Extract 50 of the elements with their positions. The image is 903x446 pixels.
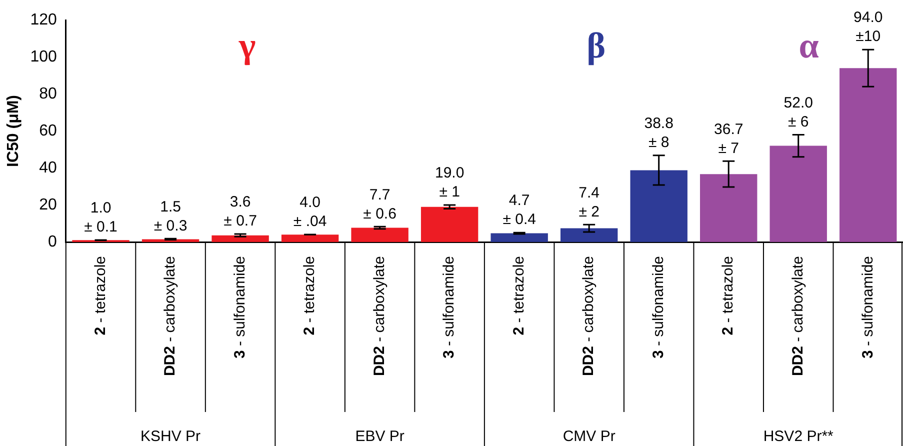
- bar: [212, 235, 269, 242]
- bar: [420, 206, 478, 242]
- text: HSV2 Pr**: [763, 428, 834, 446]
- text: KSHV Pr: [140, 428, 201, 446]
- bar: [770, 146, 827, 242]
- y-axis-title: IC50 (μM): [5, 94, 22, 168]
- data-label: 4.7 ± 0.4: [502, 192, 536, 228]
- y-tick-label: 100: [30, 48, 57, 66]
- bar: [840, 68, 897, 242]
- x-tick-label: 3 - sulfonamide: [231, 256, 248, 359]
- annotation: β: [586, 25, 606, 66]
- y-tick-label: 60: [39, 122, 57, 140]
- bar: [630, 170, 688, 242]
- x-tick-label: 3 - sulfonamide: [859, 256, 876, 359]
- bar: [281, 234, 339, 242]
- x-tick-label: DD2 - carboxylate: [790, 256, 807, 376]
- data-label: 94.0 ±10: [854, 9, 883, 46]
- y-tick-label: 40: [39, 159, 57, 176]
- data-label: 7.7 ± 0.6: [363, 186, 396, 222]
- data-label: 7.4 ± 2: [578, 184, 600, 220]
- x-tick-label: DD2 - carboxylate: [580, 256, 598, 376]
- bar: [700, 174, 758, 242]
- text: EBV Pr: [355, 428, 404, 446]
- data-label: 36.7 ± 7: [714, 120, 744, 157]
- data-label: 19.0 ± 1: [434, 164, 464, 201]
- x-tick-label: 2 - tetrazole: [510, 256, 528, 336]
- data-label: 1.0 ± 0.1: [84, 200, 118, 236]
- data-label: 1.5 ± 0.3: [154, 198, 188, 234]
- text: CMV Pr: [562, 428, 616, 446]
- y-tick-label: 120: [30, 11, 57, 28]
- y-tick-label: 80: [39, 85, 57, 102]
- x-tick-label: DD2 - carboxylate: [162, 256, 179, 376]
- data-label: 3.6 ± 0.7: [224, 194, 257, 230]
- x-tick-label: 2 - tetrazole: [92, 256, 109, 336]
- x-tick-label: 3 - sulfonamide: [440, 256, 458, 359]
- annotation: γ: [238, 25, 256, 66]
- y-tick-label: 20: [39, 196, 57, 214]
- bar: [142, 239, 200, 242]
- x-tick-label: 3 - sulfonamide: [650, 256, 667, 359]
- x-tick-label: 2 - tetrazole: [301, 256, 318, 336]
- x-tick-label: 2 - tetrazole: [720, 256, 737, 336]
- data-label: 38.8 ± 8: [644, 115, 674, 152]
- bar: [351, 228, 408, 242]
- y-tick-label: 0: [48, 233, 57, 250]
- bar: [490, 233, 548, 242]
- data-label: 52.0 ± 6: [784, 94, 813, 130]
- bar: [560, 228, 618, 242]
- x-tick-label: DD2 - carboxylate: [370, 256, 388, 376]
- annotation: α: [798, 25, 819, 66]
- data-label: 4.0 ± .04: [293, 194, 327, 230]
